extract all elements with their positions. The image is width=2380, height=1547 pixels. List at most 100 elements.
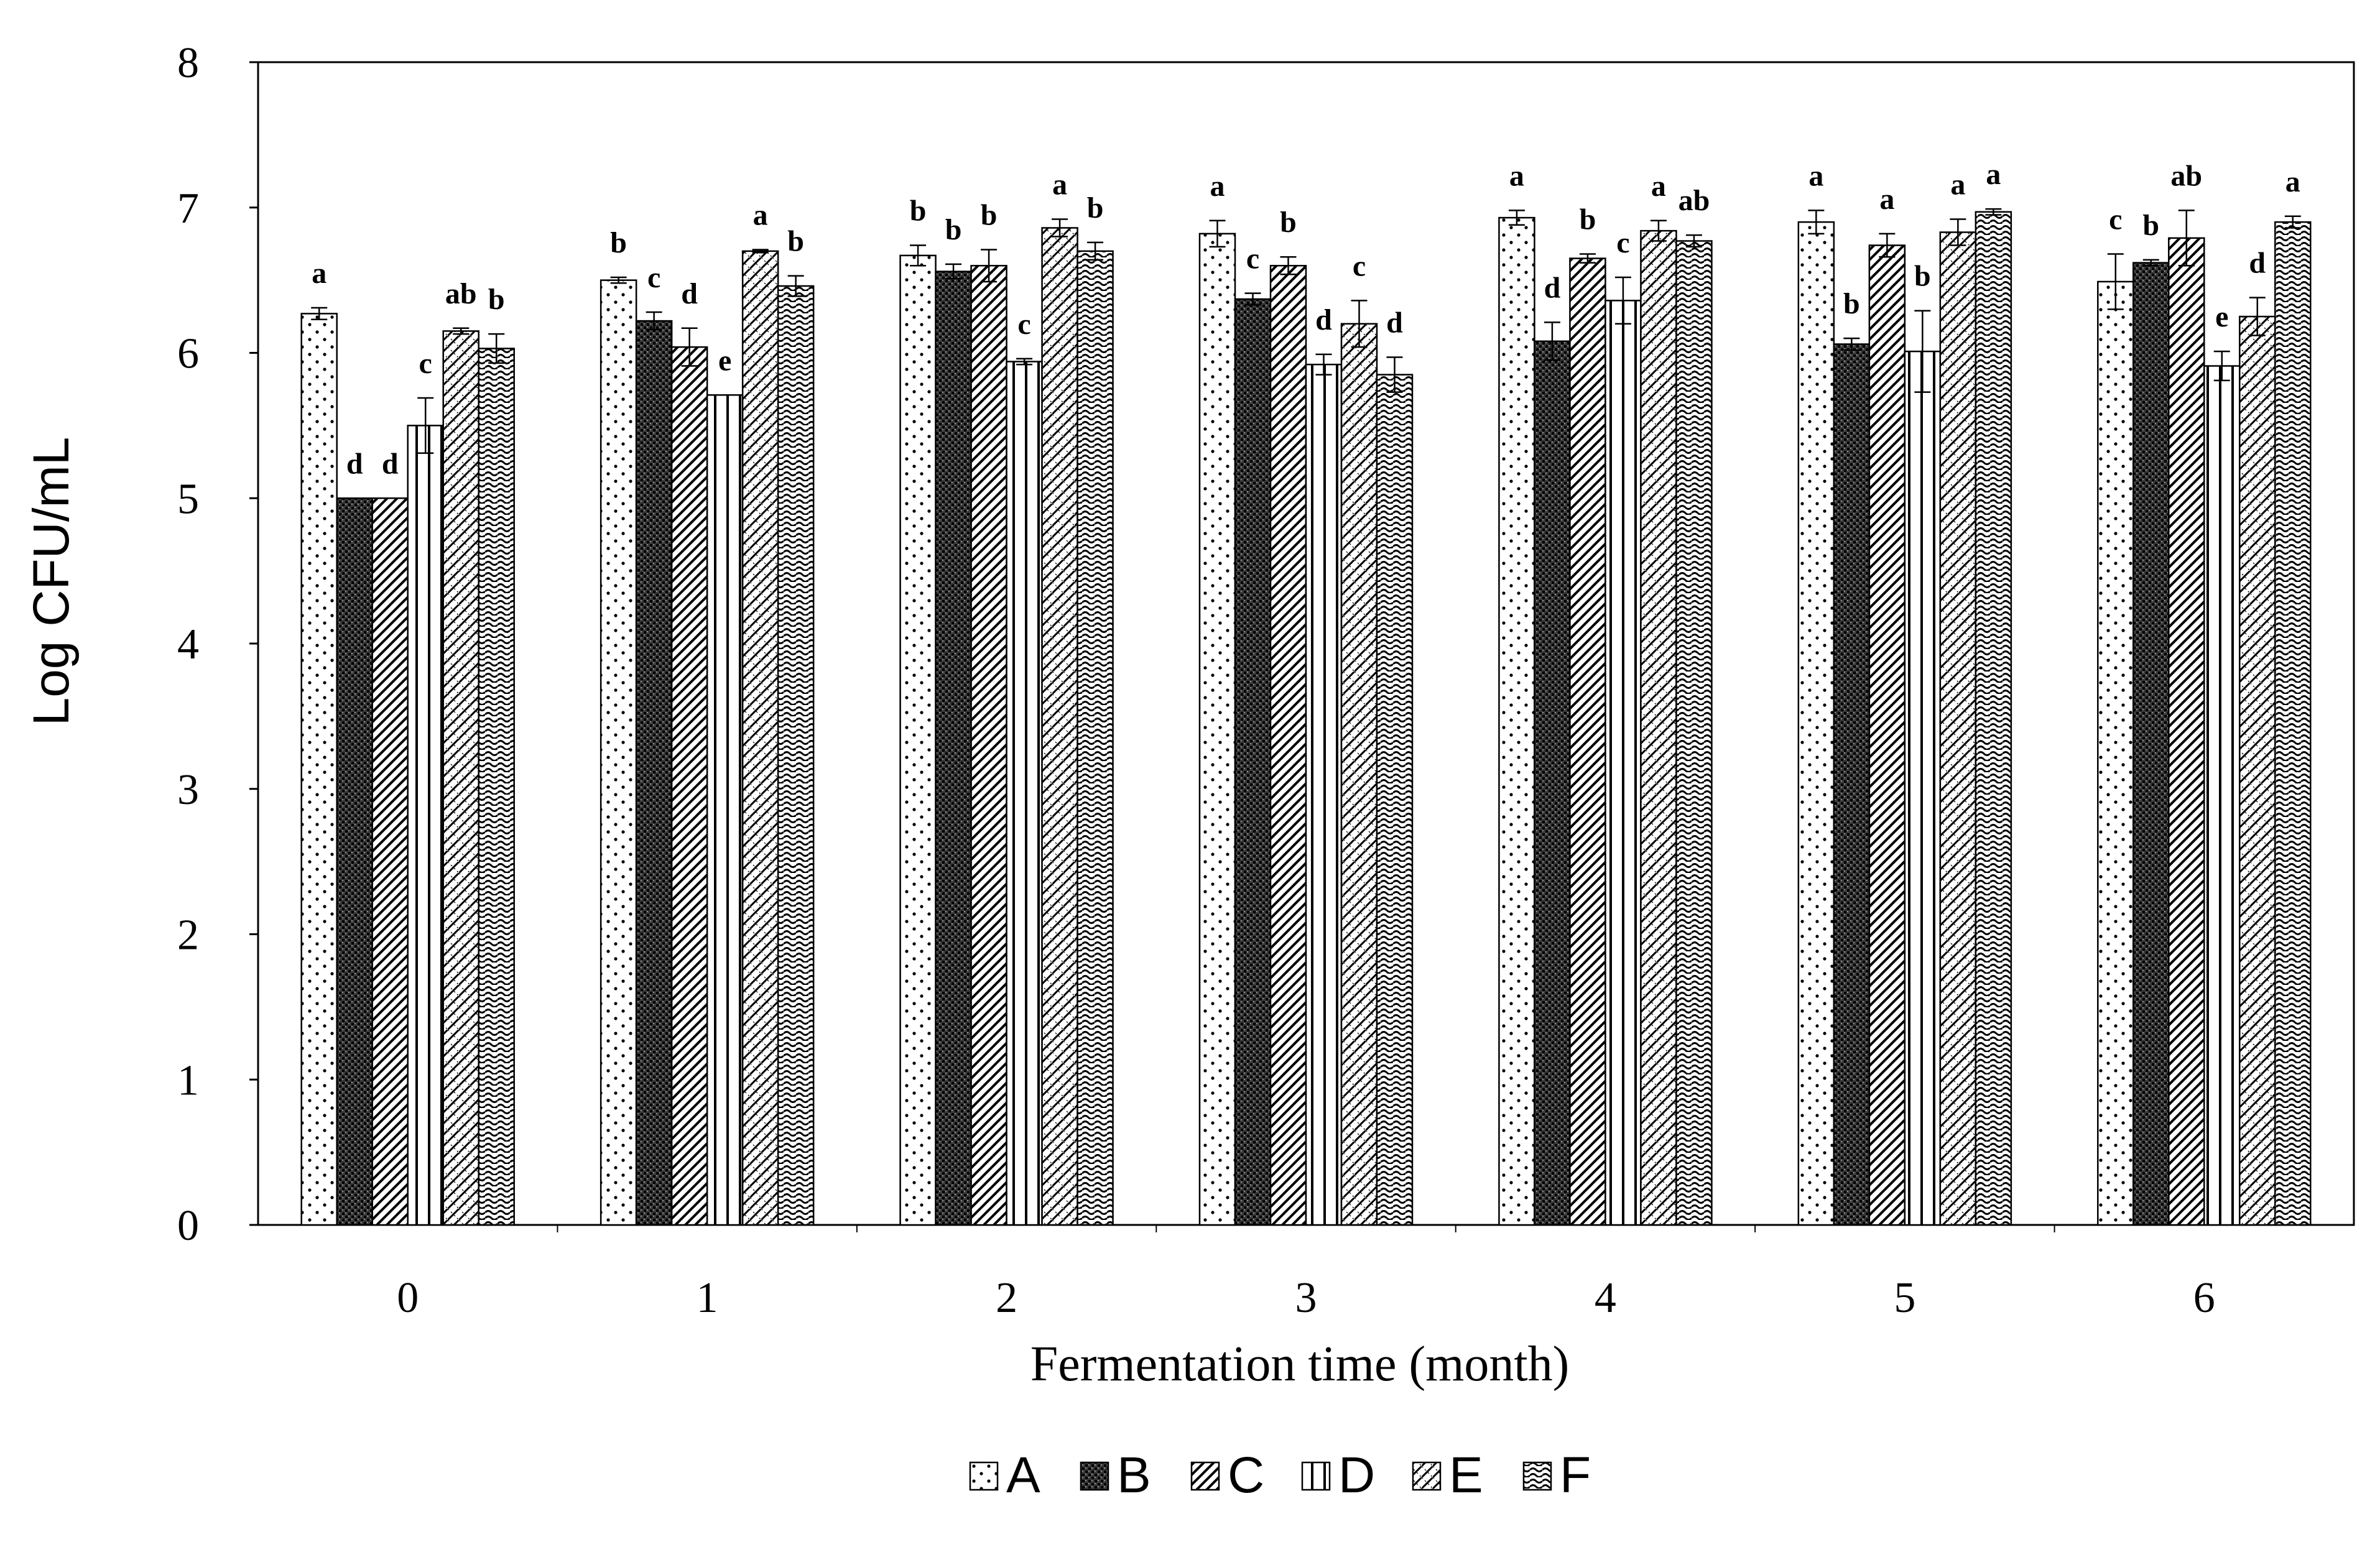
bar-B-3 — [1234, 298, 1272, 1226]
error-bar-C-6 — [2178, 210, 2195, 267]
error-bar-A-2 — [910, 244, 927, 267]
significance-letter-E-6: d — [2249, 247, 2266, 280]
error-bar-F-0 — [488, 333, 505, 364]
significance-letter-B-3: c — [1246, 242, 1259, 275]
error-bar-B-2 — [945, 263, 962, 280]
bar-C-3 — [1269, 265, 1307, 1226]
bar-C-1 — [670, 346, 708, 1226]
significance-letter-C-4: b — [1580, 203, 1596, 236]
error-bar-F-3 — [1386, 356, 1403, 393]
error-bar-A-5 — [1808, 210, 1825, 235]
x-tick-label: 4 — [1595, 1274, 1616, 1322]
significance-letter-A-2: b — [910, 195, 927, 228]
error-bar-F-2 — [1087, 241, 1104, 261]
legend-label-A: A — [1006, 1447, 1040, 1503]
bar-B-2 — [935, 270, 972, 1226]
bar-E-2 — [1041, 227, 1078, 1226]
significance-letter-B-5: b — [1843, 287, 1860, 320]
error-bar-E-1 — [752, 249, 769, 254]
legend-item-F: F — [1522, 1447, 1591, 1503]
bar-A-4 — [1498, 216, 1535, 1226]
bar-D-5 — [1904, 350, 1942, 1226]
legend-swatch-D — [1301, 1461, 1331, 1491]
error-bar-E-6 — [2249, 297, 2266, 336]
significance-letter-B-0: d — [346, 447, 363, 480]
bar-B-6 — [2132, 262, 2170, 1226]
significance-letter-B-2: b — [945, 213, 962, 246]
bar-E-3 — [1340, 323, 1378, 1226]
error-bar-E-4 — [1650, 219, 1667, 242]
significance-letter-D-5: b — [1914, 260, 1931, 293]
legend-item-A: A — [969, 1447, 1040, 1503]
error-bar-B-5 — [1843, 337, 1860, 351]
bar-D-6 — [2203, 365, 2241, 1226]
bar-F-3 — [1376, 374, 1414, 1226]
significance-letter-A-6: c — [2109, 203, 2122, 236]
bar-E-6 — [2239, 315, 2276, 1226]
error-bar-A-4 — [1508, 210, 1525, 226]
error-bar-D-4 — [1614, 276, 1631, 325]
bar-B-0 — [336, 497, 373, 1226]
error-bar-C-1 — [681, 327, 698, 367]
bar-A-0 — [300, 313, 338, 1226]
bar-C-2 — [970, 265, 1007, 1226]
significance-letter-F-4: ab — [1679, 184, 1710, 217]
legend-label-D: D — [1338, 1447, 1375, 1503]
significance-letter-C-0: d — [382, 447, 399, 480]
error-bar-D-2 — [1016, 358, 1033, 366]
bar-C-6 — [2168, 237, 2205, 1226]
bar-F-5 — [1975, 211, 2012, 1226]
bar-C-0 — [371, 497, 409, 1226]
significance-letter-E-1: a — [753, 199, 768, 232]
legend-item-D: D — [1301, 1447, 1375, 1503]
error-bar-B-1 — [646, 311, 662, 331]
legend-swatch-E — [1412, 1461, 1442, 1491]
significance-letter-E-5: a — [1950, 168, 1965, 201]
error-bar-A-6 — [2107, 253, 2124, 310]
error-bar-C-3 — [1280, 256, 1297, 275]
significance-letter-A-1: b — [610, 226, 627, 259]
error-bar-F-6 — [2284, 215, 2301, 229]
significance-letter-A-4: a — [1509, 159, 1524, 192]
y-tick-label: 8 — [177, 39, 199, 87]
y-tick-label: 2 — [177, 912, 199, 959]
significance-letter-E-2: a — [1052, 168, 1067, 201]
bar-C-5 — [1868, 244, 1906, 1226]
legend-item-B: B — [1080, 1447, 1151, 1503]
significance-letter-E-3: c — [1353, 249, 1366, 282]
significance-letter-F-0: b — [488, 283, 505, 316]
bar-C-4 — [1569, 257, 1606, 1226]
significance-letter-E-4: a — [1651, 170, 1666, 203]
legend-swatch-C — [1190, 1461, 1220, 1491]
x-axis-title: Fermentation time (month) — [1030, 1337, 1569, 1392]
legend-swatch-A — [969, 1461, 999, 1491]
bar-E-4 — [1640, 229, 1677, 1226]
bar-D-2 — [1006, 361, 1043, 1226]
legend-item-E: E — [1412, 1447, 1483, 1503]
error-bar-D-3 — [1315, 353, 1332, 376]
significance-letter-C-2: b — [981, 199, 998, 232]
legend-swatch-F — [1522, 1461, 1552, 1491]
significance-letter-F-6: a — [2285, 165, 2300, 198]
significance-letter-B-6: b — [2142, 209, 2159, 242]
bar-F-2 — [1077, 250, 1114, 1226]
error-bar-E-3 — [1351, 300, 1368, 348]
error-bar-B-4 — [1544, 321, 1560, 361]
significance-letter-F-2: b — [1087, 192, 1104, 224]
bar-A-5 — [1797, 221, 1835, 1226]
significance-letter-F-3: d — [1386, 307, 1403, 339]
bar-F-0 — [478, 348, 515, 1226]
significance-letter-C-1: d — [681, 277, 698, 310]
error-bar-B-6 — [2142, 259, 2159, 267]
significance-letter-C-3: b — [1280, 206, 1297, 239]
significance-letter-D-1: e — [718, 344, 731, 377]
y-tick-label: 6 — [177, 330, 199, 378]
y-tick-label: 0 — [177, 1202, 199, 1250]
bar-D-1 — [706, 394, 744, 1226]
bar-B-5 — [1833, 343, 1871, 1226]
significance-letter-A-3: a — [1210, 170, 1225, 203]
y-tick-label: 4 — [177, 621, 199, 668]
significance-letter-C-6: ab — [2170, 159, 2202, 192]
legend-label-B: B — [1117, 1447, 1151, 1503]
error-bar-C-2 — [981, 249, 998, 283]
